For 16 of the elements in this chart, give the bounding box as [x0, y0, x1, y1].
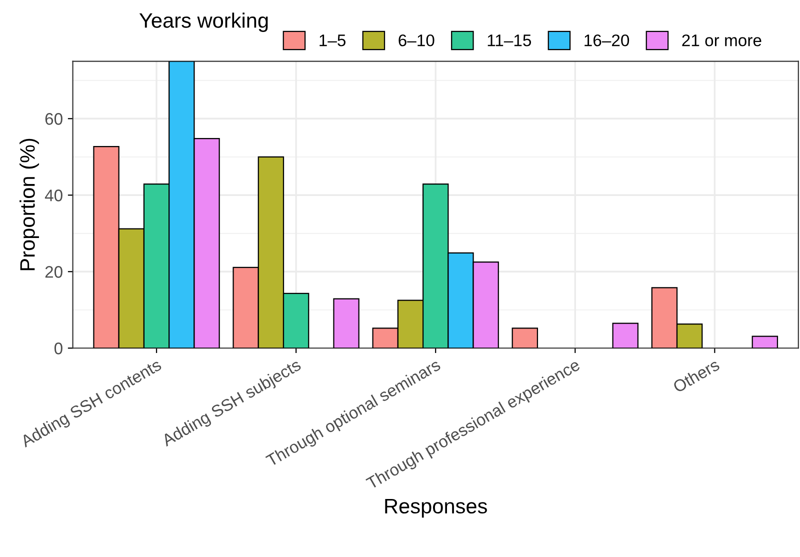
- legend-label: 21 or more: [682, 34, 762, 46]
- bar: [752, 336, 778, 348]
- bar: [512, 328, 538, 348]
- bar: [612, 322, 638, 348]
- legend-label: 11–15: [488, 34, 532, 46]
- y-tick-label: 60: [45, 113, 62, 125]
- y-axis-title: Proportion (%): [20, 138, 39, 270]
- x-axis-title: Responses: [385, 498, 487, 518]
- y-tick-label: 40: [44, 190, 62, 202]
- legend-label: 6–10: [398, 34, 434, 46]
- legend-label: 1–5: [320, 34, 346, 46]
- y-tick-label: 20: [45, 266, 62, 278]
- legend-label: 16–20: [584, 34, 630, 46]
- y-tick-label: 0: [54, 342, 62, 354]
- bar: [333, 298, 360, 348]
- legend-title: Years working: [139, 12, 268, 32]
